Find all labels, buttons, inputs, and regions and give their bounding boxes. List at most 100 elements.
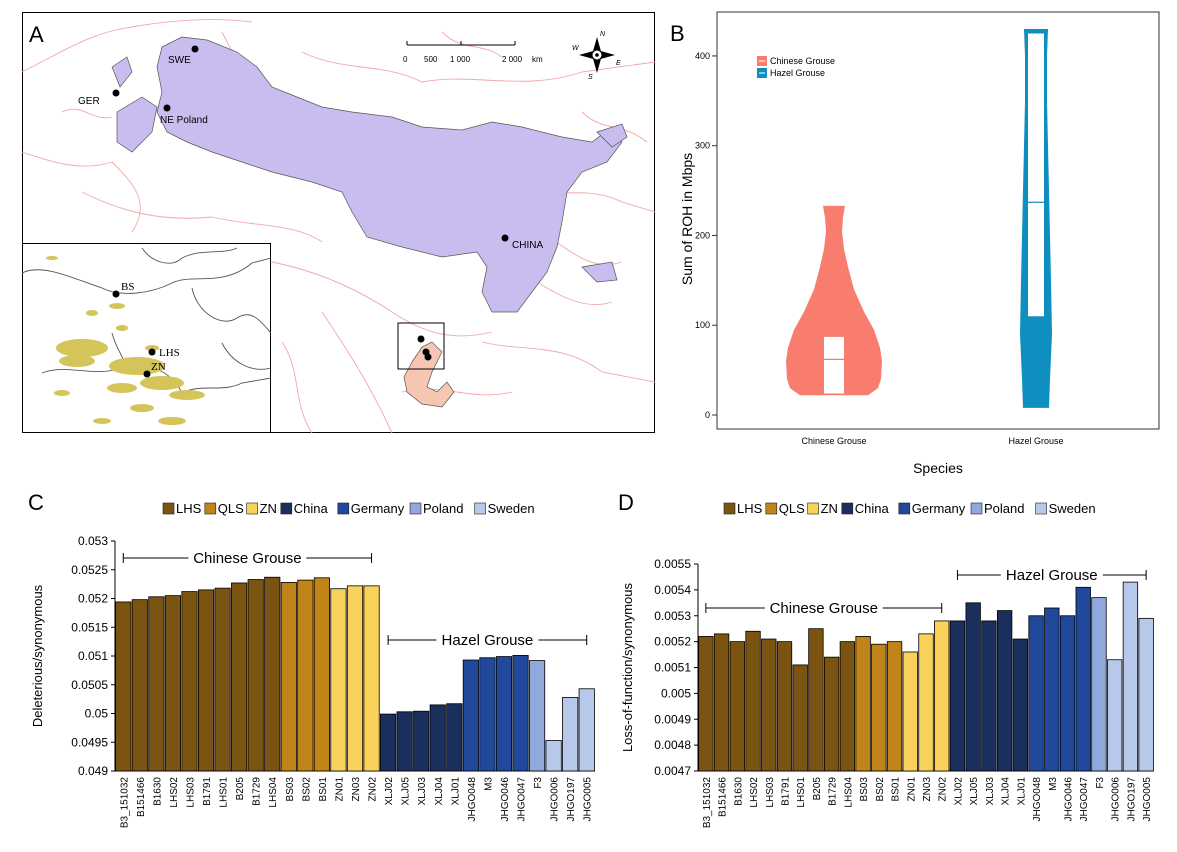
bar	[981, 620, 997, 772]
y-tick-label: 0.05	[85, 707, 109, 721]
panel-c-letter: C	[28, 490, 44, 515]
legend-label: LHS	[737, 501, 763, 516]
annotation-label: Chinese Grouse	[770, 600, 878, 617]
y-tick-label: 0.0053	[654, 609, 691, 623]
legend-label: China	[855, 501, 890, 516]
x-tick-label: ZN02	[368, 777, 379, 802]
scale-tick-2000: 2 000	[502, 55, 523, 64]
legend-swatch	[337, 502, 350, 515]
x-tick-label: B3_151032	[119, 777, 130, 829]
site-label-ne-poland: NE Poland	[160, 115, 208, 126]
x-tick-label: JHGO197	[1126, 777, 1137, 822]
bar	[280, 582, 297, 772]
annotation-bg	[1000, 566, 1103, 584]
bar	[808, 628, 824, 772]
bar	[902, 651, 918, 772]
bar	[792, 664, 808, 772]
x-tick-label: B1729	[252, 777, 263, 806]
legend-swatch	[807, 502, 819, 515]
x-tick-label: ZN03	[351, 777, 362, 802]
legend-label: Germany	[351, 501, 405, 516]
bar	[562, 696, 579, 772]
x-tick-label: B205	[235, 777, 246, 801]
legend-swatch	[280, 502, 293, 515]
scale-tick-1000: 1 000	[450, 55, 471, 64]
scale-tick-500: 500	[424, 55, 438, 64]
annotation-bg	[436, 631, 539, 649]
x-tick-label: XLJ02	[953, 777, 964, 806]
x-axis-label-b: Species	[913, 460, 963, 476]
bar	[713, 633, 730, 772]
legend-label: QLS	[218, 501, 244, 516]
legend-label: LHS	[176, 501, 202, 516]
x-tick-label: BS01	[891, 777, 902, 802]
bar	[313, 577, 330, 772]
y-tick-label: 0.0047	[654, 764, 691, 778]
y-tick-label-b: 400	[695, 51, 710, 61]
site-dot-study-1	[417, 335, 425, 343]
bar	[413, 710, 430, 772]
y-tick-label: 0.0525	[71, 563, 108, 577]
legend-label: Poland	[423, 501, 463, 516]
bar	[197, 589, 215, 772]
y-tick-label: 0.0054	[654, 583, 691, 597]
x-tick-label: JHGO048	[1032, 777, 1043, 822]
x-tick-label: LHS03	[765, 777, 776, 808]
x-tick-label: BS03	[285, 777, 296, 802]
x-tick-label: XLJ03	[417, 777, 428, 806]
x-tick-label: B1630	[152, 777, 163, 806]
compass-n: N	[600, 31, 606, 38]
x-tick-label: LHS02	[169, 777, 180, 808]
legend-label: ZN	[821, 501, 838, 516]
bar	[776, 641, 793, 772]
bar	[181, 591, 198, 772]
panel-d-letter: D	[618, 490, 634, 515]
x-tick-label: ZN01	[334, 777, 345, 802]
bar	[1075, 586, 1091, 772]
x-tick-label: JHGO005	[1142, 777, 1153, 822]
legend-swatch	[898, 502, 911, 515]
legend-swatch	[204, 502, 217, 515]
legend-swatch	[409, 502, 422, 515]
bar	[578, 688, 595, 772]
compass-rose-icon: N S E W	[572, 31, 621, 81]
x-tick-label: B151466	[718, 777, 729, 817]
bar	[1028, 615, 1044, 772]
y-tick-label: 0.0505	[71, 678, 108, 692]
y-tick-label: 0.0515	[71, 620, 108, 634]
legend-swatch	[246, 502, 258, 515]
bar	[131, 599, 148, 772]
y-tick-label: 0.0049	[654, 712, 691, 726]
x-tick-label: JHGO047	[517, 777, 528, 822]
site-label-china: CHINA	[512, 240, 543, 251]
compass-e: E	[616, 60, 621, 67]
legend-swatch	[970, 502, 983, 515]
inset-site-dot-lhs	[148, 348, 156, 356]
site-dot-china	[501, 234, 509, 242]
x-tick-label: XLJ01	[450, 777, 461, 806]
x-tick-label: M3	[483, 777, 494, 791]
compass-s: S	[588, 74, 593, 81]
bar	[148, 596, 165, 772]
panel-a-map: SWE GER NE Poland CHINA 0 500 1 000 2 00…	[21, 12, 656, 434]
bar	[1059, 615, 1076, 772]
violin-chart: B Sum of ROH in Mbps Species 0 100 200 300 4…	[670, 11, 1160, 476]
legend-label: QLS	[779, 501, 805, 516]
bar	[264, 576, 281, 772]
x-tick-label: B1729	[828, 777, 839, 806]
y-tick-label-b: 300	[695, 141, 710, 151]
bar	[934, 620, 950, 772]
bar	[512, 655, 529, 772]
hazel-grouse-range	[111, 36, 628, 313]
bar	[745, 630, 761, 772]
x-tick-label: JHGO005	[583, 777, 594, 822]
box-hazel-grouse	[1028, 33, 1044, 317]
bar	[164, 595, 182, 772]
x-tick-label: LHS03	[185, 777, 196, 808]
bar	[247, 579, 264, 772]
legend-label: China	[294, 501, 329, 516]
x-tick-label: M3	[1048, 777, 1059, 791]
bar	[1122, 581, 1139, 772]
bar	[545, 740, 562, 772]
x-tick-label: LHS02	[749, 777, 760, 808]
